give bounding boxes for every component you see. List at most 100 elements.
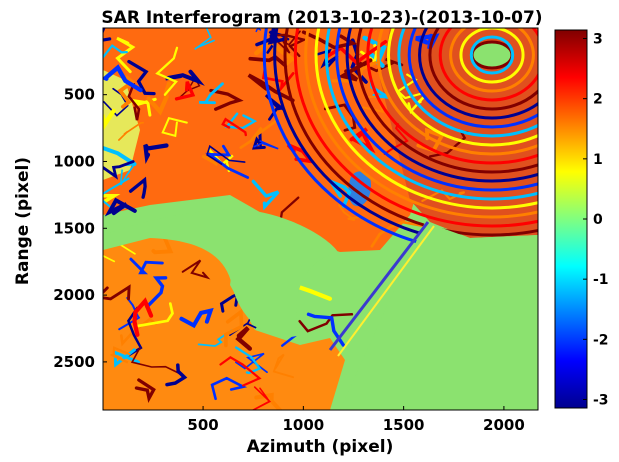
fringe-stroke (179, 307, 214, 329)
colorbar-tick-label: -3 (593, 392, 609, 408)
fringe-stroke (272, 353, 295, 379)
interferogram-field (103, 28, 538, 410)
fringe-stroke (199, 82, 224, 105)
fringe-stroke (127, 82, 141, 121)
fringe-stroke (349, 127, 376, 154)
colorbar-tick-label: 0 (593, 212, 603, 228)
fringe-contour (335, 28, 538, 192)
fringe-stroke (254, 392, 283, 410)
fringe-stroke (219, 355, 262, 387)
fringe-stroke (298, 313, 354, 333)
fringe-contour (345, 28, 538, 183)
fringe-stroke (103, 108, 116, 131)
fringe-stroke (161, 117, 188, 138)
fringe-stroke (251, 386, 272, 410)
fringe-contour (355, 28, 538, 174)
fringe-stroke (130, 347, 184, 376)
fringe-stroke (103, 44, 128, 60)
fringe-stroke (143, 143, 169, 164)
fringe-stroke (251, 179, 280, 211)
fringe-stroke (117, 75, 136, 109)
fringe-stroke (103, 145, 137, 166)
fringe-stroke (261, 68, 295, 93)
fringe-contour (324, 28, 538, 201)
y-tick-label: 2000 (53, 286, 95, 304)
field-water-east (340, 222, 538, 410)
fringe-stroke (119, 163, 136, 186)
fringe-stroke (129, 97, 157, 117)
fringe-stroke (174, 81, 196, 101)
colorbar-tick-label: 1 (593, 152, 603, 168)
fringe-stroke (179, 76, 201, 98)
fringe-contour (407, 28, 538, 129)
fringe-stroke (269, 33, 308, 58)
fringe-stroke (132, 297, 154, 337)
fringe-stroke (118, 296, 141, 331)
fringe-stroke (103, 160, 135, 180)
field-hill (470, 40, 514, 70)
fringe-contour (418, 28, 538, 120)
x-tick-label: 1500 (383, 416, 425, 434)
fringe-contour (304, 28, 538, 219)
fringe-stroke (224, 308, 244, 348)
fringe-stroke (221, 117, 247, 137)
fringe-stroke (127, 59, 156, 96)
fringe-stroke (362, 95, 384, 113)
fringe-contour (376, 28, 538, 156)
fringe-contour (293, 28, 538, 228)
colorbar-tick-label: 2 (593, 92, 603, 108)
fringe-stroke (110, 346, 131, 364)
colorbar-ticks: 3 2 1 0 -1 -2 -3 (583, 32, 609, 408)
fringe-stroke (129, 257, 164, 275)
fringe-stroke (103, 193, 121, 203)
y-axis: 500 1000 1500 2000 2500 (53, 86, 107, 371)
fringe-stroke (253, 140, 279, 150)
fringe-stroke (115, 36, 136, 74)
fringe-stroke (134, 378, 156, 404)
fringe-stroke (145, 276, 168, 309)
fringe-stroke (126, 306, 143, 357)
colorbar-tick-label: -1 (593, 272, 609, 288)
fringe-stroke (235, 326, 252, 351)
colorbar (554, 29, 588, 409)
fringe-stroke (155, 46, 179, 96)
fringe-stroke (104, 197, 137, 217)
y-tick-label: 2500 (53, 353, 95, 371)
fringe-stroke (356, 57, 404, 73)
colorbar-tick-label: -2 (593, 332, 609, 348)
field-land-southwest (103, 228, 345, 410)
fringe-stroke (136, 302, 174, 328)
fringe-contour (438, 28, 538, 102)
x-axis: 500 1000 1500 2000 (187, 406, 525, 434)
fringe-stroke (234, 346, 262, 375)
fringe-stroke (128, 176, 147, 199)
fringe-contour (387, 28, 538, 147)
colorbar-tick-label: 3 (593, 32, 603, 48)
fringe-stroke (205, 144, 250, 179)
fringe-contour (459, 28, 525, 84)
field-causeway (328, 221, 430, 351)
field-causeway-edge (337, 225, 435, 357)
x-tick-label: 2000 (483, 416, 525, 434)
fringe-stroke (146, 81, 172, 116)
x-axis-label: Azimuth (pixel) (247, 437, 394, 457)
fringe-stroke (254, 37, 296, 67)
fringe-stroke (306, 312, 345, 347)
fringe-stroke (165, 69, 205, 86)
fringe-stroke (338, 204, 360, 221)
fringe-stroke (181, 259, 211, 280)
fringe-stroke (210, 376, 248, 401)
x-tick-label: 500 (187, 416, 218, 434)
fringe-stroke (194, 28, 215, 50)
fringe-contour (366, 28, 538, 165)
fringe-contour (397, 28, 538, 138)
fringe-stroke (239, 119, 278, 149)
fringe-stroke (337, 58, 373, 82)
fringe-stroke (118, 121, 144, 141)
plot-frame (102, 27, 539, 411)
fringe-contour (314, 28, 538, 210)
y-tick-label: 1000 (53, 152, 95, 170)
fringe-contour (283, 28, 538, 237)
fringe-stroke (370, 220, 423, 248)
